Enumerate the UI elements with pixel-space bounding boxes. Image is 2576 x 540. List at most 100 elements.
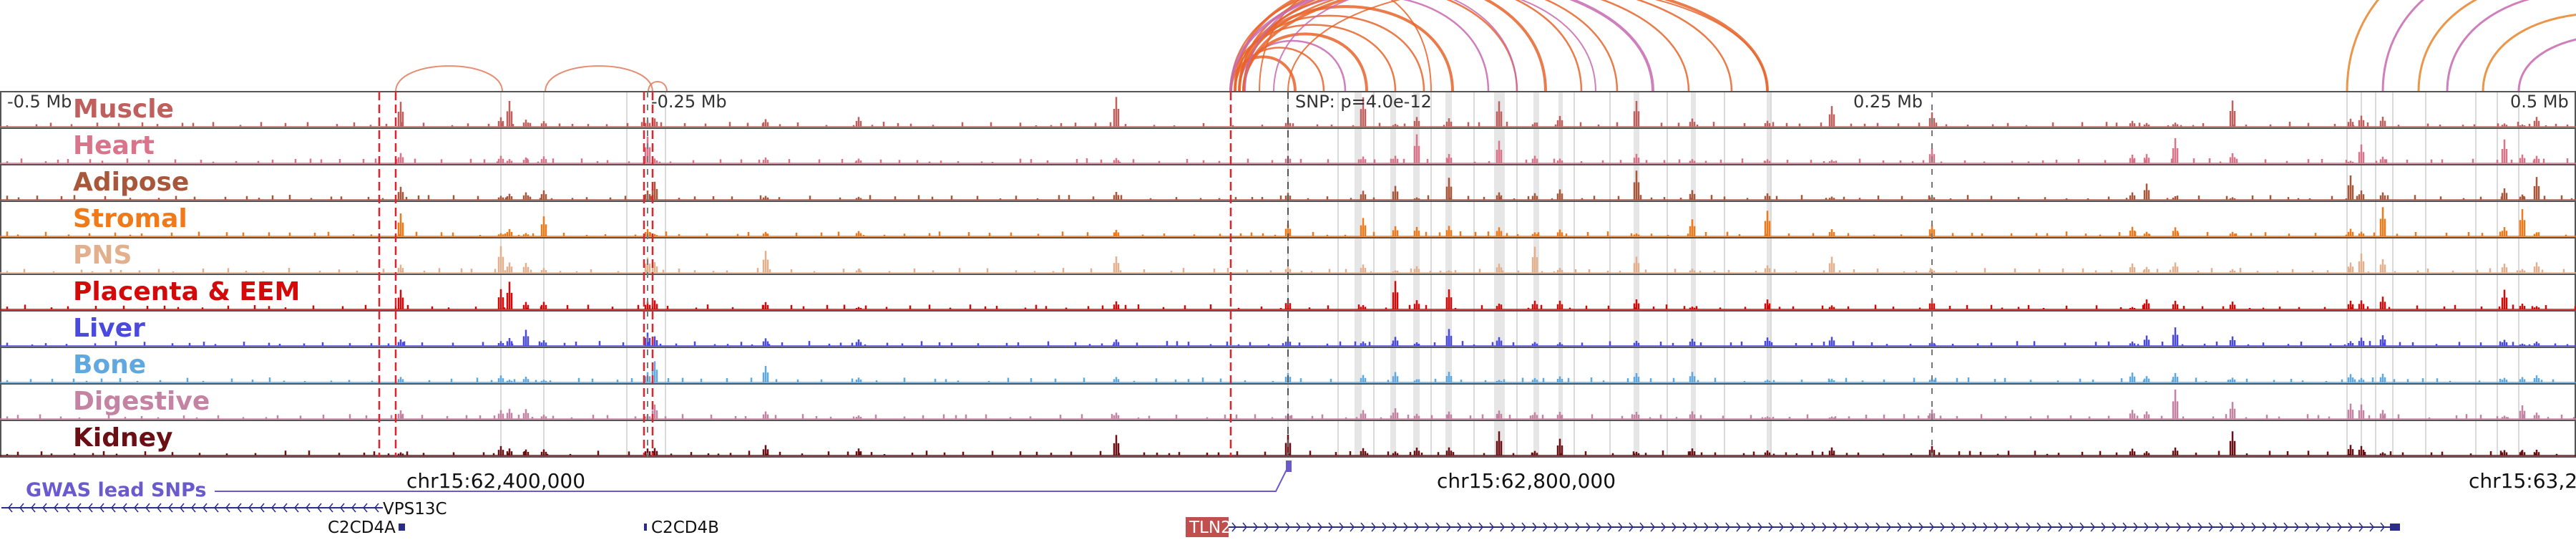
strand-arrow bbox=[2112, 522, 2117, 532]
strand-arrow bbox=[1682, 522, 1687, 532]
strand-arrow bbox=[1757, 522, 1762, 532]
strand-arrow bbox=[2251, 522, 2256, 532]
strand-arrow bbox=[1564, 522, 1569, 532]
strand-arrow bbox=[1822, 522, 1827, 532]
strand-arrow bbox=[1629, 522, 1634, 532]
strand-arrow bbox=[351, 503, 356, 513]
strand-arrow bbox=[1253, 522, 1258, 532]
track-label: Kidney bbox=[73, 423, 173, 453]
track-label: Muscle bbox=[73, 95, 174, 124]
vps13c-strand-arrows bbox=[8, 503, 379, 513]
track-label: Digestive bbox=[73, 387, 210, 416]
strand-arrow bbox=[1339, 522, 1344, 532]
strand-arrow bbox=[1435, 522, 1440, 532]
strand-arrow bbox=[2101, 522, 2106, 532]
strand-arrow bbox=[1285, 522, 1290, 532]
strand-arrow bbox=[1511, 522, 1516, 532]
strand-arrow bbox=[1521, 522, 1526, 532]
strand-arrow bbox=[1790, 522, 1795, 532]
strand-arrow bbox=[2197, 522, 2202, 532]
strand-arrow bbox=[225, 503, 230, 513]
coordinate-label-3: chr15:63,2 bbox=[2469, 469, 2576, 493]
loop-arc bbox=[545, 65, 653, 92]
strand-arrow bbox=[1478, 522, 1483, 532]
track-signal bbox=[6, 281, 2576, 309]
tln2-gene-end bbox=[2390, 524, 2400, 531]
strand-arrow bbox=[31, 503, 36, 513]
strand-arrow bbox=[1661, 522, 1666, 532]
loop-arc bbox=[2381, 0, 2425, 92]
strand-arrow bbox=[2079, 522, 2084, 532]
track-label: Bone bbox=[73, 350, 146, 380]
strand-arrow bbox=[248, 503, 253, 513]
strand-arrow bbox=[1897, 522, 1902, 532]
strand-arrow bbox=[2004, 522, 2009, 532]
coordinate-label-2: chr15:62,800,000 bbox=[1437, 469, 1616, 493]
strand-arrow bbox=[2133, 522, 2138, 532]
strand-arrow bbox=[1918, 522, 1923, 532]
track-signal bbox=[6, 207, 2567, 236]
track-signal bbox=[6, 97, 2569, 127]
strand-arrow bbox=[88, 503, 93, 513]
strand-arrow bbox=[2155, 522, 2160, 532]
strand-arrow bbox=[1543, 522, 1548, 532]
strand-arrow bbox=[1532, 522, 1537, 532]
strand-arrow bbox=[1586, 522, 1591, 532]
chromatin-loops bbox=[395, 0, 2576, 92]
strand-arrow bbox=[2337, 522, 2342, 532]
strand-arrow bbox=[2305, 522, 2310, 532]
loop-arc bbox=[648, 81, 668, 92]
strand-arrow bbox=[2380, 522, 2385, 532]
strand-arrow bbox=[1446, 522, 1451, 532]
strand-arrow bbox=[2122, 522, 2127, 532]
loop-arc bbox=[1238, 5, 1454, 92]
loop-arc bbox=[1238, 39, 1347, 92]
strand-arrow bbox=[2176, 522, 2181, 532]
coordinate-label-1: chr15:62,400,000 bbox=[406, 469, 585, 493]
strand-arrow bbox=[2069, 522, 2074, 532]
c2cd4b-gene-body bbox=[644, 524, 647, 531]
strand-arrow bbox=[328, 503, 333, 513]
vps13c-gene-label: VPS13C bbox=[383, 500, 447, 519]
c2cd4b-gene-label: C2CD4B bbox=[651, 519, 719, 537]
strand-arrow bbox=[19, 503, 24, 513]
strand-arrow bbox=[283, 503, 288, 513]
strand-arrow bbox=[1392, 522, 1397, 532]
strand-arrow bbox=[134, 503, 139, 513]
strand-arrow bbox=[1607, 522, 1612, 532]
gwas-connector-line bbox=[215, 466, 1289, 492]
strand-arrow bbox=[1875, 522, 1880, 532]
strand-arrow bbox=[2369, 522, 2374, 532]
strand-arrow bbox=[1800, 522, 1805, 532]
strand-arrow bbox=[1951, 522, 1956, 532]
strand-arrow bbox=[8, 503, 13, 513]
track-label: Adipose bbox=[73, 168, 189, 197]
strand-arrow bbox=[2090, 522, 2095, 532]
strand-arrow bbox=[54, 503, 59, 513]
strand-arrow bbox=[1575, 522, 1580, 532]
strand-arrow bbox=[1736, 522, 1741, 532]
strand-arrow bbox=[1596, 522, 1601, 532]
loop-arc bbox=[1238, 0, 1733, 92]
strand-arrow bbox=[2026, 522, 2031, 532]
strand-arrow bbox=[145, 503, 150, 513]
loop-arc bbox=[2446, 0, 2530, 92]
track-signal bbox=[6, 327, 2569, 346]
strand-arrow bbox=[1500, 522, 1505, 532]
strand-arrow bbox=[1328, 522, 1333, 532]
strand-arrow bbox=[111, 503, 116, 513]
tln2-label-box bbox=[1186, 517, 1229, 537]
track-signal bbox=[6, 361, 2555, 382]
ruler-tick-0-5-mb: 0.5 Mb bbox=[2510, 92, 2569, 112]
strand-arrow bbox=[237, 503, 242, 513]
track-label: Stromal bbox=[73, 204, 187, 233]
strand-arrow bbox=[363, 503, 368, 513]
strand-arrow bbox=[1886, 522, 1891, 532]
strand-arrow bbox=[2187, 522, 2192, 532]
strand-arrow bbox=[1929, 522, 1934, 532]
strand-arrow bbox=[1940, 522, 1945, 532]
strand-arrow bbox=[1865, 522, 1870, 532]
coordinate-axis: chr15:62,400,000 chr15:62,800,000 chr15:… bbox=[406, 469, 2576, 493]
strand-arrow bbox=[1811, 522, 1816, 532]
